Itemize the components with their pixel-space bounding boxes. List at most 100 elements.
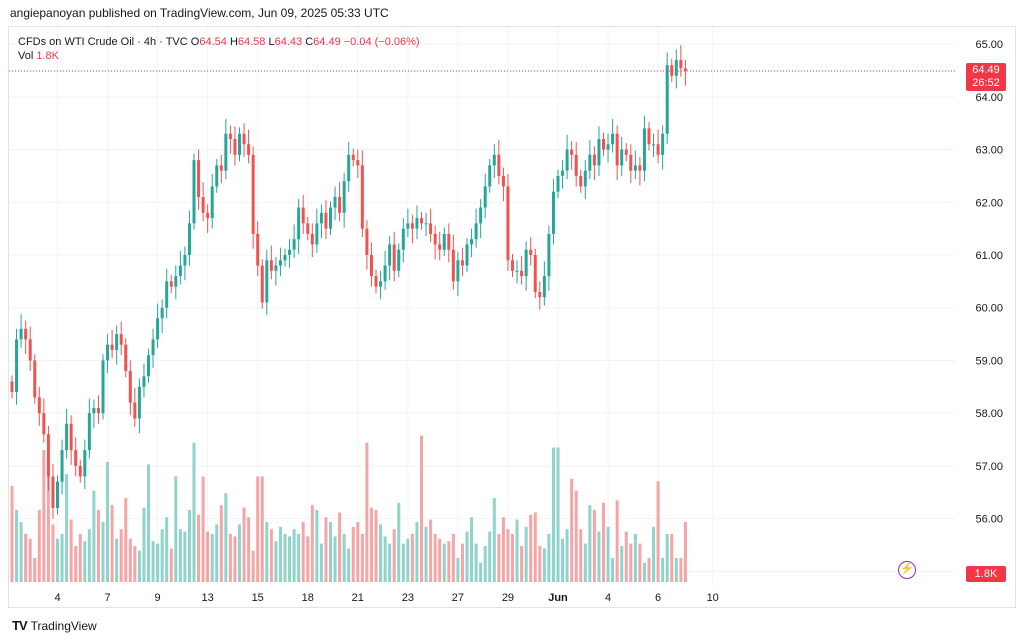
candle-body xyxy=(351,154,355,161)
volume-bar xyxy=(597,531,601,582)
time-tick-label: Jun xyxy=(548,592,568,604)
countdown-value: 26:52 xyxy=(972,76,1000,89)
volume-bar xyxy=(260,476,264,582)
volume-bar xyxy=(197,514,201,582)
candle-body xyxy=(656,144,660,155)
time-tick-label: 21 xyxy=(352,592,364,604)
volume-bar xyxy=(515,519,519,582)
candle-body xyxy=(15,339,19,393)
candle-body xyxy=(429,223,433,234)
volume-bar xyxy=(538,546,542,582)
volume-bar xyxy=(533,512,537,582)
candle-body xyxy=(606,144,610,150)
footer: TV TradingView xyxy=(12,618,97,633)
volume-bar xyxy=(656,481,660,582)
candle-body xyxy=(183,255,187,266)
volume-bar xyxy=(556,447,560,582)
volume-bar xyxy=(288,536,292,582)
volume-bar xyxy=(451,534,455,582)
vol-label: Vol xyxy=(18,50,34,62)
volume-bar xyxy=(574,490,578,582)
volume-bar xyxy=(492,498,496,582)
last-price-tag: 64.49 26:52 xyxy=(966,62,1006,91)
candle-body xyxy=(228,133,232,139)
volume-bar xyxy=(169,548,173,582)
candle-body xyxy=(397,249,401,271)
volume-bar xyxy=(278,526,282,582)
volume-bar xyxy=(624,531,628,582)
volume-bar xyxy=(474,543,478,582)
time-tick-label: 4 xyxy=(605,592,611,604)
time-axis: 4 7 9 13 15 18 21 23 27 29 Jun 4 6 10 xyxy=(54,592,718,604)
candle-body xyxy=(292,239,296,250)
volume-bar xyxy=(106,462,110,582)
volume-bar xyxy=(633,534,637,582)
candle-body xyxy=(565,149,569,171)
candle-body xyxy=(278,260,282,266)
candle-body xyxy=(265,260,269,303)
candle-body xyxy=(661,133,665,155)
volume-bars xyxy=(10,435,687,582)
candle-body xyxy=(133,402,137,419)
candle-body xyxy=(365,228,369,255)
price-tick-label: 65.00 xyxy=(975,39,1003,51)
volume-bar xyxy=(87,529,91,582)
candle-body xyxy=(511,260,514,271)
candle-body xyxy=(433,233,437,245)
volume-bar xyxy=(301,522,305,582)
candle-body xyxy=(37,397,41,414)
candle-body xyxy=(329,207,332,229)
candle-body xyxy=(647,128,651,145)
volume-bar xyxy=(251,550,255,582)
volume-bar xyxy=(397,502,401,582)
volume-bar xyxy=(347,548,351,582)
volume-bar xyxy=(124,498,128,582)
candle-body xyxy=(538,291,542,298)
volume-bar xyxy=(652,526,656,582)
time-tick-label: 29 xyxy=(502,592,514,604)
candle-body xyxy=(224,133,228,171)
volume-bar xyxy=(497,534,501,582)
candle-body xyxy=(46,434,50,477)
volume-bar xyxy=(415,522,419,582)
volume-bar xyxy=(570,478,574,582)
candle-body xyxy=(442,233,446,250)
candle-body xyxy=(178,265,182,277)
publisher-caption: angiepanoyan published on TradingView.co… xyxy=(10,6,389,20)
volume-bar xyxy=(342,534,346,582)
price-tick-label: 62.00 xyxy=(975,197,1003,209)
volume-bar xyxy=(333,536,337,582)
volume-bar xyxy=(165,517,169,582)
candle-body xyxy=(119,334,123,345)
time-tick-label: 6 xyxy=(655,592,661,604)
grid-lines xyxy=(9,27,955,585)
price-tick-label: 59.00 xyxy=(975,355,1003,367)
candlestick-chart[interactable]: 55.0056.0057.0058.0059.0060.0061.0062.00… xyxy=(0,0,1024,610)
candle-body xyxy=(165,281,169,308)
volume-bar xyxy=(365,442,369,582)
candle-body xyxy=(151,339,155,356)
price-tick-label: 61.00 xyxy=(975,250,1003,262)
candle-body xyxy=(615,133,619,166)
candle-body xyxy=(515,270,519,272)
volume-bar xyxy=(338,512,342,582)
candle-body xyxy=(169,281,173,287)
volume-bar xyxy=(674,558,678,582)
candle-body xyxy=(28,339,32,361)
candle-body xyxy=(260,265,264,303)
volume-bar xyxy=(110,505,114,582)
candle-body xyxy=(529,249,533,255)
lightning-icon[interactable]: ⚡ xyxy=(898,561,916,579)
volume-bar xyxy=(447,541,451,582)
volume-bar xyxy=(383,536,387,582)
candle-body xyxy=(438,244,442,250)
tradingview-logo-icon: TV xyxy=(12,618,28,633)
volume-bar xyxy=(542,548,546,582)
volume-legend: Vol 1.8K xyxy=(18,50,59,62)
candle-body xyxy=(33,360,37,398)
candle-body xyxy=(238,133,241,155)
volume-bar xyxy=(160,529,164,582)
chart-frame[interactable] xyxy=(8,26,1016,608)
candle-body xyxy=(233,139,237,155)
candle-body xyxy=(451,249,455,282)
